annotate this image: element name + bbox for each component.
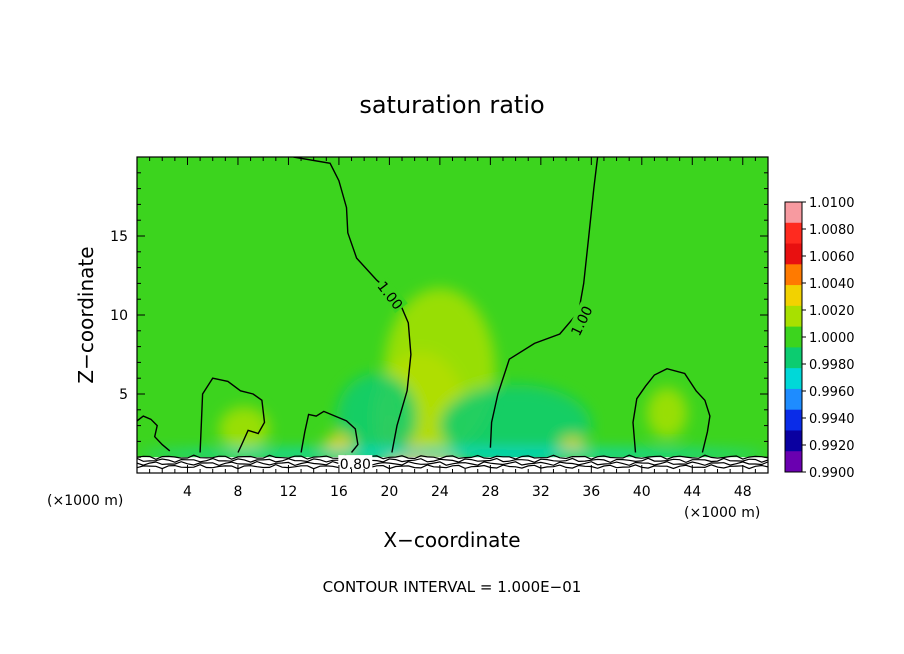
colorbar-label: 1.0000	[809, 331, 855, 346]
colorbar-label: 0.9900	[809, 466, 855, 481]
colorbar-segment	[785, 202, 802, 224]
x-tick-label: 40	[633, 484, 651, 500]
x-tick-label: 36	[582, 484, 600, 500]
surface-contour-1	[137, 457, 768, 464]
x-axis: 4 8 12 16 20 24 28 32 36 40 44 48	[136, 157, 769, 500]
contour-right-plume	[489, 157, 599, 448]
colorbar-label: 1.0100	[809, 196, 855, 211]
contour-lines	[137, 157, 711, 453]
x-tick-label: 4	[183, 484, 192, 500]
colorbar-segment	[785, 409, 802, 431]
field-feature-8	[219, 406, 270, 451]
y-tick-label: 5	[119, 387, 128, 403]
colorbar-label: 0.9940	[809, 412, 855, 427]
contour-bubble-8	[199, 377, 266, 453]
colorbar-label: 0.9960	[809, 385, 855, 400]
x-tick-label: 12	[280, 484, 298, 500]
contour-interval-note: CONTOUR INTERVAL = 1.000E−01	[323, 578, 582, 596]
x-tick-label: 20	[380, 484, 398, 500]
colorbar-segment	[785, 285, 802, 307]
colorbar-segment	[785, 222, 802, 245]
contour-bubble-15	[300, 410, 359, 453]
colorbar-segment	[785, 326, 802, 348]
field-feature-4	[439, 384, 592, 467]
field-feature-9	[646, 387, 688, 439]
colorbar-segment	[785, 368, 802, 390]
colorbar-segment	[785, 388, 802, 411]
colorbar-segment	[785, 305, 802, 328]
y-axis: 5 10 15	[110, 156, 768, 474]
colorbar-segment	[785, 451, 802, 473]
contour-left-plume	[293, 157, 412, 453]
surface-contour-3	[137, 463, 768, 470]
colorbar-label: 1.0060	[809, 250, 855, 265]
y-tick-label: 10	[110, 308, 128, 324]
colorbar-label: 1.0020	[809, 304, 855, 319]
contour-label-2: 0.80	[338, 455, 373, 473]
x-tick-label: 32	[532, 484, 550, 500]
chart-title: saturation ratio	[359, 91, 544, 119]
colorbar-segment	[785, 347, 802, 369]
x-tick-label: 8	[233, 484, 242, 500]
x-unit-left: (×1000 m)	[47, 493, 123, 509]
colorbar-segment	[785, 430, 802, 452]
colorbar-label: 1.0080	[809, 223, 855, 238]
plot-area	[137, 157, 768, 473]
colorbar-label: 0.9920	[809, 439, 855, 454]
contour-label-text-2: 0.80	[340, 457, 371, 473]
x-tick-label: 16	[330, 484, 348, 500]
y-axis-label: Z−coordinate	[74, 246, 98, 383]
surface-layer	[137, 454, 768, 473]
colorbar: 1.0100 1.0080 1.0060 1.0040 1.0020 1.0000 0.99…	[784, 196, 855, 481]
surface-contour-0	[137, 454, 768, 460]
contour-bubble-42	[632, 367, 711, 453]
surface-contour-2	[137, 460, 768, 467]
x-tick-label: 28	[481, 484, 499, 500]
x-tick-label: 48	[734, 484, 752, 500]
colorbar-segment	[785, 243, 802, 265]
x-axis-label: X−coordinate	[383, 528, 520, 552]
colorbar-label: 1.0040	[809, 277, 855, 292]
contour-labels: 1.001.000.80	[338, 276, 597, 473]
colorbar-label: 0.9980	[809, 358, 855, 373]
colorbar-segment	[785, 264, 802, 286]
x-tick-label: 44	[683, 484, 701, 500]
x-unit-right: (×1000 m)	[684, 505, 760, 521]
x-tick-label: 24	[431, 484, 449, 500]
contour-left-edge	[137, 415, 171, 452]
y-tick-label: 15	[110, 229, 128, 245]
